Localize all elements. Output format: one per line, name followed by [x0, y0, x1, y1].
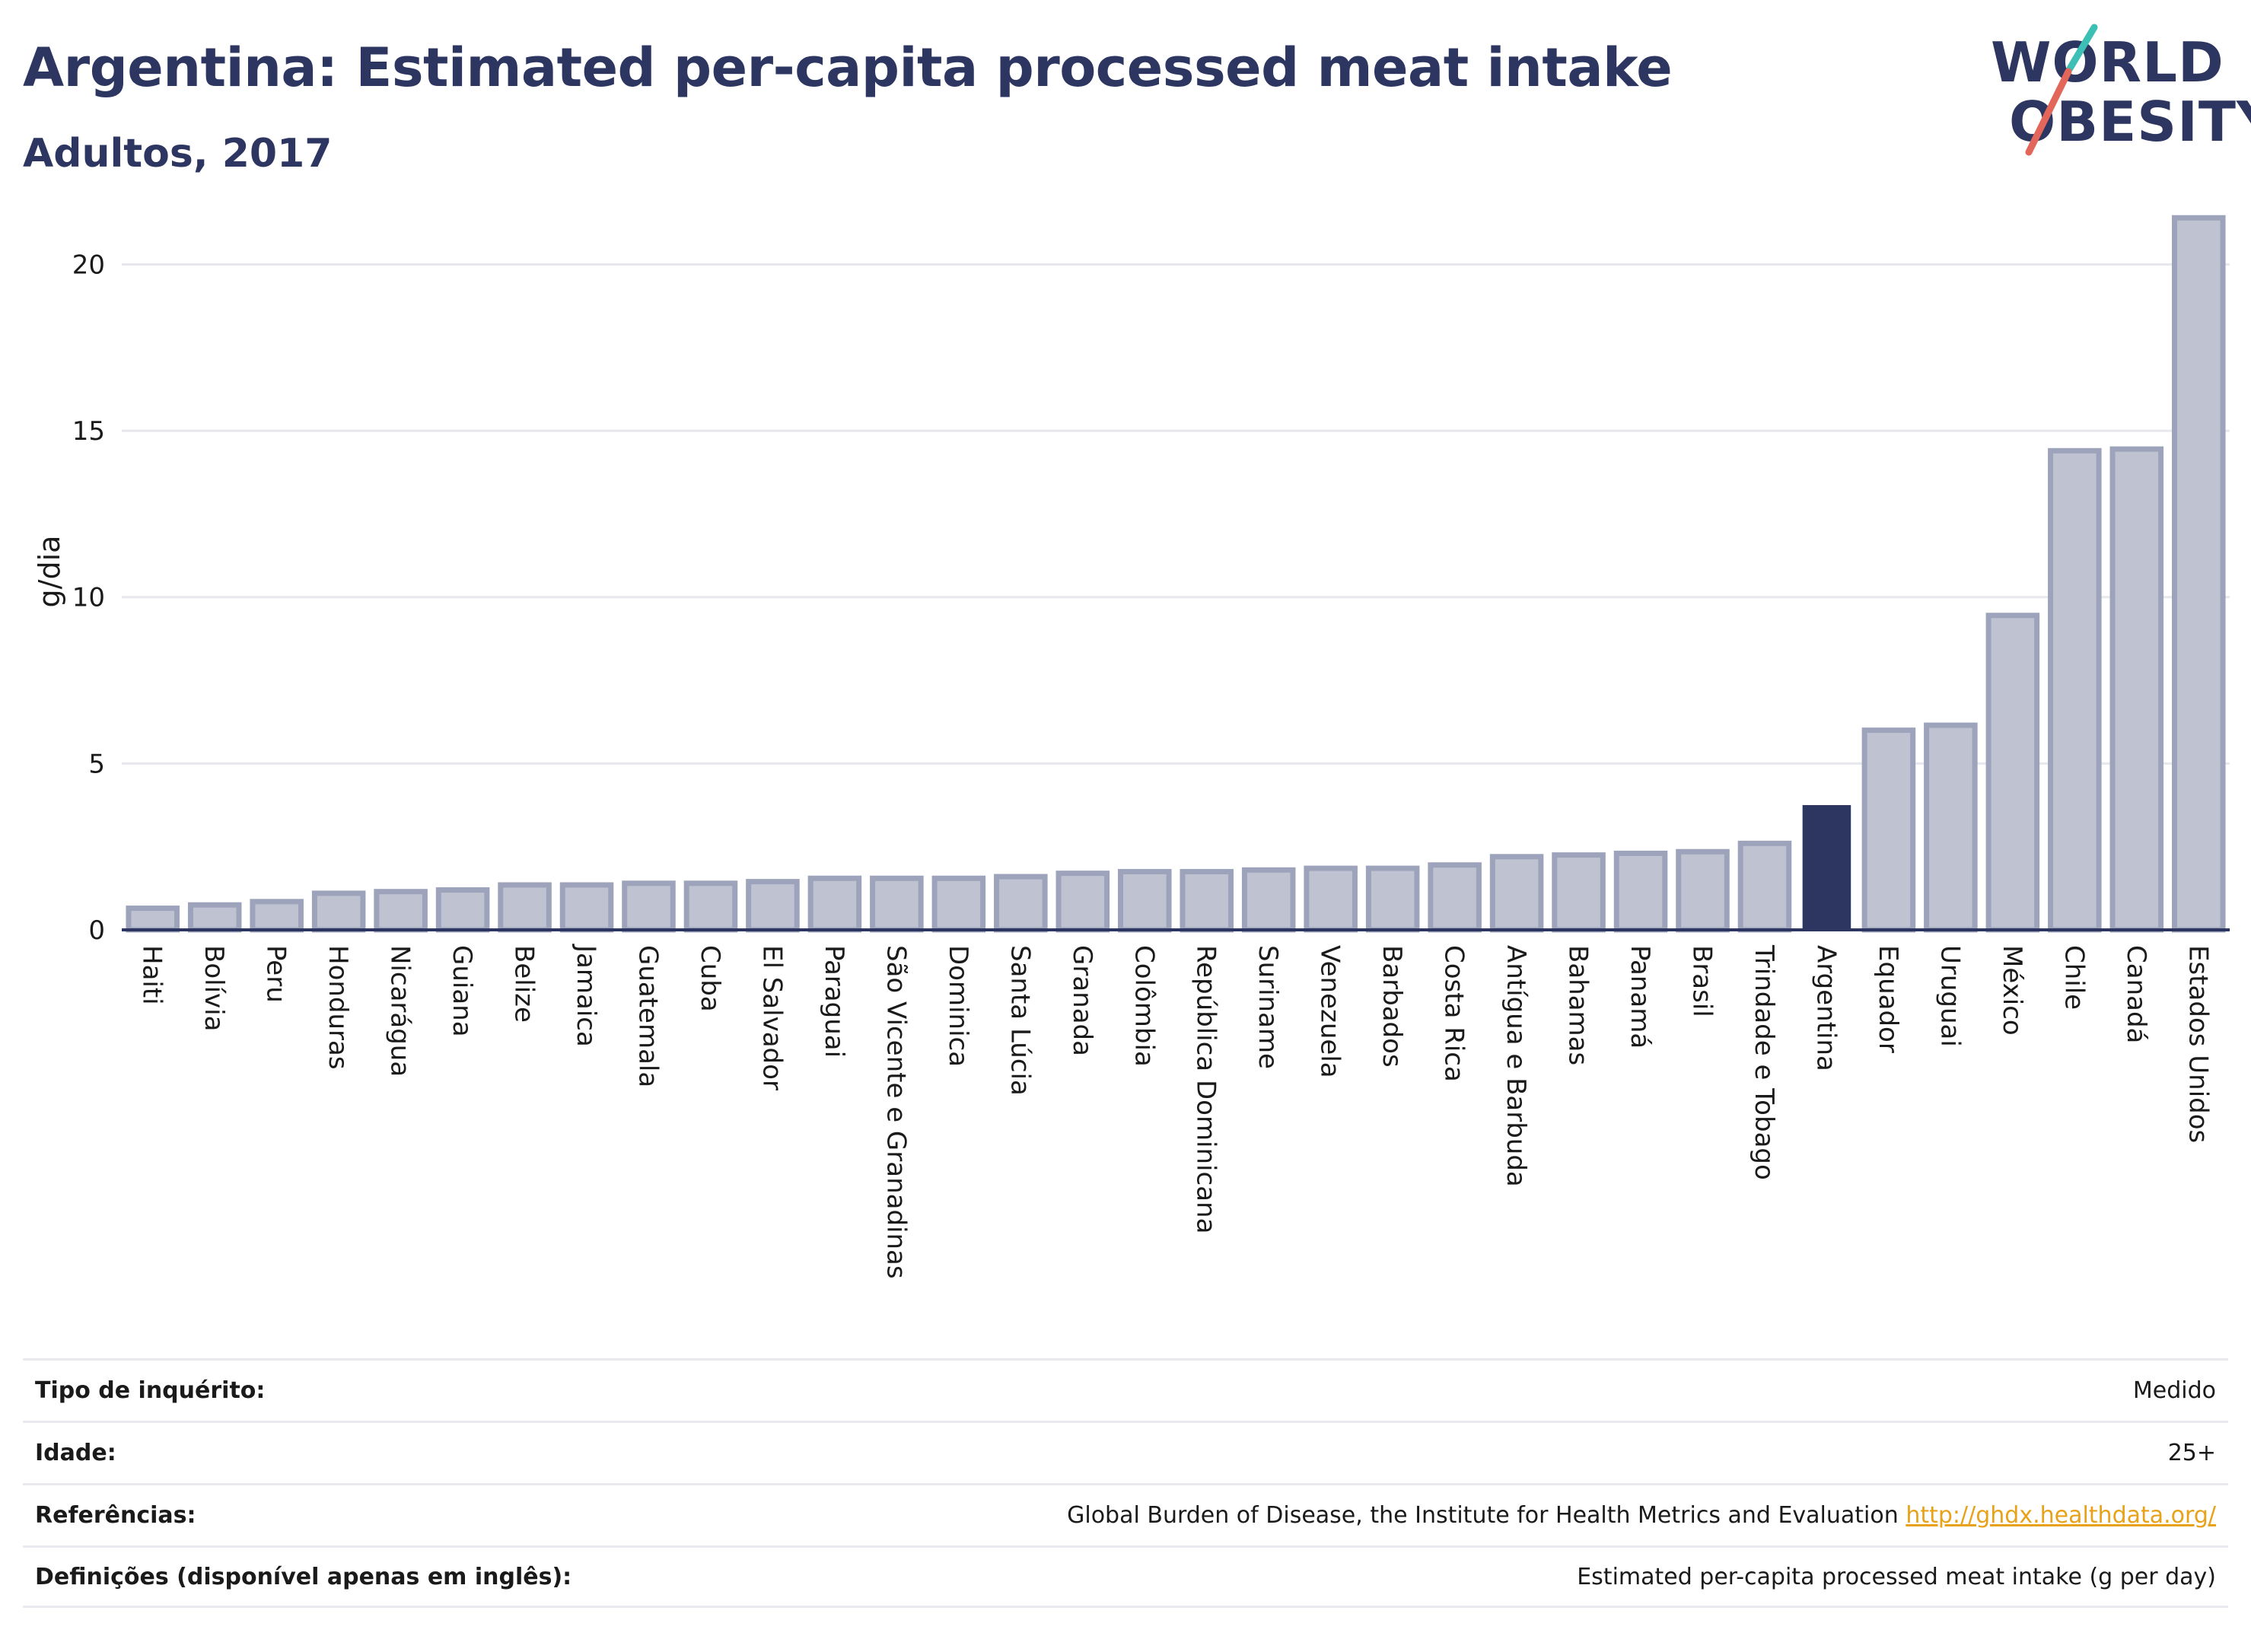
y-tick-label: 0 — [88, 915, 105, 946]
bar — [2109, 446, 2164, 933]
x-tick-label: México — [1997, 945, 2027, 1036]
bar — [374, 889, 428, 933]
bar — [870, 875, 924, 933]
y-tick-label: 15 — [72, 416, 105, 447]
bar — [683, 880, 738, 933]
bar — [311, 890, 366, 933]
x-tick-label: Equador — [1873, 945, 1903, 1053]
bar — [559, 882, 614, 933]
x-tick-label: República Dominicana — [1191, 945, 1221, 1233]
bar — [994, 874, 1048, 933]
x-tick-label: Canadá — [2121, 945, 2151, 1043]
bar — [498, 882, 552, 933]
age-value: 25+ — [2167, 1440, 2216, 1466]
x-tick-label: Santa Lúcia — [1005, 945, 1035, 1096]
bar — [1613, 850, 1668, 933]
x-tick-label: Bahamas — [1563, 945, 1594, 1065]
references-value-wrap: Global Burden of Disease, the Institute … — [1067, 1502, 2228, 1529]
bar — [2048, 447, 2102, 933]
x-tick-label: Jamaica — [571, 944, 601, 1047]
bar — [1985, 613, 2040, 933]
bar — [2171, 215, 2226, 933]
bar — [622, 880, 676, 933]
bar — [1737, 840, 1792, 933]
bar — [126, 906, 180, 933]
x-tick-label: Bolívia — [199, 945, 229, 1031]
references-text: Global Burden of Disease, the Institute … — [1067, 1502, 1899, 1529]
bar — [1428, 862, 1482, 933]
logo-line-2: OBESITY — [2009, 90, 2251, 154]
x-tick-label: El Salvador — [756, 945, 787, 1090]
survey-type-label: Tipo de inquérito: — [35, 1377, 266, 1404]
bar — [1180, 868, 1234, 933]
x-tick-label: Venezuela — [1315, 945, 1345, 1078]
x-tick-label: Uruguai — [1934, 945, 1965, 1047]
x-tick-label: Costa Rica — [1439, 945, 1469, 1082]
x-tick-label: Colômbia — [1129, 945, 1159, 1067]
bar — [1802, 805, 1851, 930]
x-tick-label: Haiti — [137, 945, 167, 1005]
metadata-table: Tipo de inquérito: Medido Idade: 25+ Ref… — [23, 1358, 2228, 1608]
x-tick-label: Guatemala — [633, 945, 664, 1087]
x-tick-label: Paraguai — [819, 945, 849, 1058]
world-obesity-logo: WORLD OBESITY — [1979, 23, 2251, 167]
logo-line-1: WORLD — [1991, 30, 2224, 94]
y-tick-label: 20 — [72, 250, 105, 280]
bar — [250, 899, 304, 933]
bar — [1304, 865, 1358, 933]
meta-row-survey-type: Tipo de inquérito: Medido — [23, 1358, 2228, 1421]
bar — [1552, 852, 1606, 933]
chart-title: Argentina: Estimated per-capita processe… — [23, 37, 1673, 99]
bar — [1365, 865, 1420, 933]
x-tick-label: Nicarágua — [385, 945, 415, 1077]
x-tick-label: Honduras — [323, 945, 353, 1070]
x-tick-label: São Vicente e Granadinas — [880, 945, 911, 1279]
y-axis-label: g/dia — [33, 536, 66, 608]
bar — [1117, 868, 1172, 933]
x-tick-label: Guiana — [447, 945, 477, 1037]
x-tick-label: Suriname — [1253, 945, 1283, 1069]
x-tick-label: Brasil — [1687, 945, 1718, 1017]
x-tick-label: Granada — [1067, 945, 1097, 1056]
bar — [1241, 867, 1296, 933]
bar-chart: 0 5 10 15 20 g/dia Haiti Bolívia Peru Honduras Nic… — [33, 215, 2230, 1279]
x-tick-label: Chile — [2058, 945, 2089, 1010]
x-tick-label: Dominica — [943, 945, 973, 1067]
x-tick-label: Antígua e Barbuda — [1501, 945, 1531, 1187]
x-tick-label: Estados Unidos — [2183, 945, 2213, 1143]
bar — [1924, 722, 1978, 933]
definitions-value: Estimated per-capita processed meat inta… — [1577, 1563, 2216, 1590]
age-label: Idade: — [35, 1440, 116, 1466]
bar — [807, 875, 862, 933]
x-tick-label: Peru — [261, 945, 291, 1003]
bar — [1861, 727, 1916, 933]
x-tick-label: Trindade e Tobago — [1749, 944, 1779, 1180]
definitions-label: Definições (disponível apenas em inglês)… — [35, 1563, 572, 1590]
bar — [746, 879, 800, 933]
x-tick-label: Argentina — [1810, 945, 1841, 1071]
references-label: Referências: — [35, 1502, 196, 1529]
survey-type-value: Medido — [2132, 1377, 2216, 1404]
logo-slash-icon — [2025, 24, 2098, 156]
bar — [931, 875, 986, 933]
bar — [435, 887, 490, 933]
x-tick-label: Panamá — [1625, 945, 1655, 1049]
x-tick-label: Belize — [509, 945, 540, 1023]
meta-row-age: Idade: 25+ — [23, 1421, 2228, 1483]
chart-subtitle: Adultos, 2017 — [23, 131, 333, 177]
references-link[interactable]: http://ghdx.healthdata.org/ — [1906, 1502, 2216, 1529]
x-tick-label: Barbados — [1377, 945, 1407, 1068]
bar — [187, 902, 242, 933]
meta-row-definitions: Definições (disponível apenas em inglês)… — [23, 1545, 2228, 1608]
bar — [1676, 848, 1730, 933]
y-tick-label: 10 — [72, 583, 105, 613]
y-tick-label: 5 — [88, 749, 105, 779]
meta-row-references: Referências: Global Burden of Disease, t… — [23, 1483, 2228, 1545]
bar — [1055, 871, 1110, 933]
bar — [1489, 854, 1544, 933]
x-tick-label: Cuba — [695, 945, 725, 1012]
